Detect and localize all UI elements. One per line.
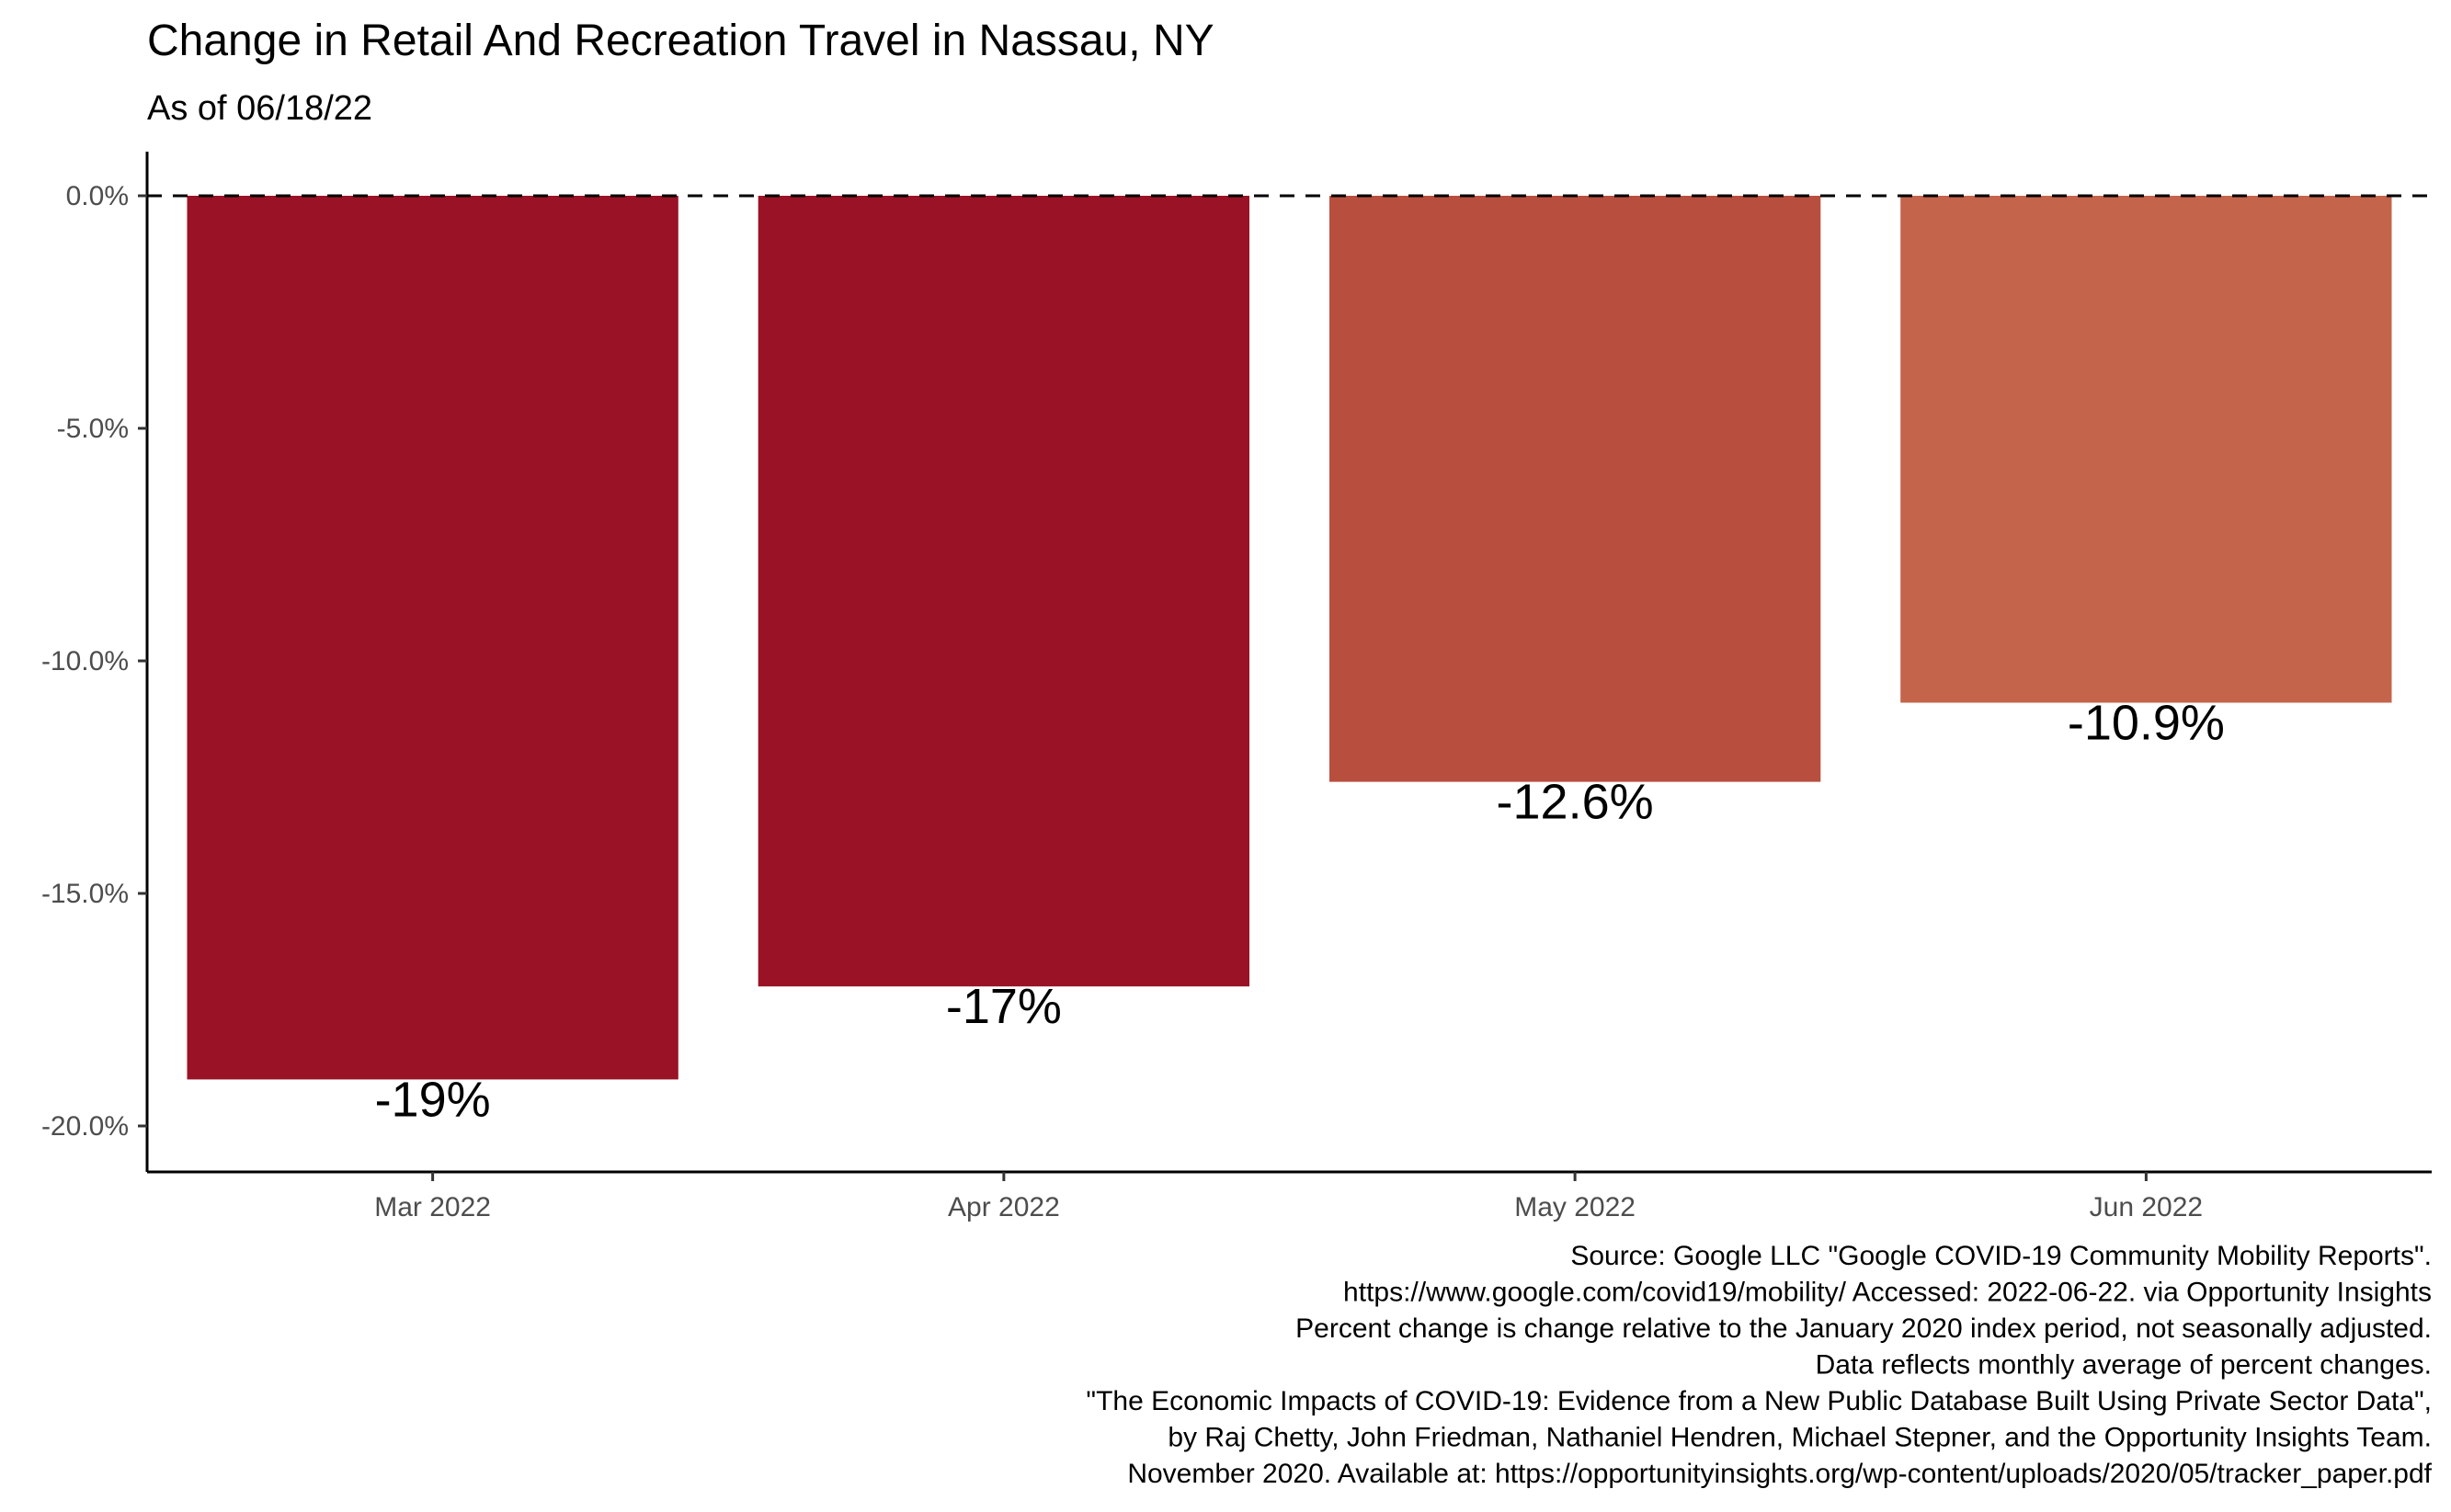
caption-line: "The Economic Impacts of COVID-19: Evide… [1086, 1386, 2432, 1416]
plot-area: -19% -17% -12.6% -10.9% 0.0% -5.0% -10.0% -15.0… [41, 152, 2432, 1222]
caption-line: Source: Google LLC "Google COVID-19 Comm… [1570, 1241, 2432, 1271]
data-label: -17% [946, 979, 1062, 1034]
x-tick-label: Mar 2022 [374, 1192, 491, 1222]
y-tick-label: -20.0% [41, 1111, 129, 1142]
caption-line: Data reflects monthly average of percent… [1816, 1350, 2432, 1381]
x-tick-label: Apr 2022 [948, 1192, 1060, 1222]
y-tick-label: -15.0% [41, 879, 129, 909]
caption-line: by Raj Chetty, John Friedman, Nathaniel … [1168, 1423, 2432, 1453]
caption-line: https://www.google.com/covid19/mobility/… [1343, 1278, 2432, 1308]
bar [1329, 196, 1821, 782]
y-tick-label: 0.0% [66, 181, 129, 211]
bar [1900, 196, 2392, 703]
chart-title: Change in Retail And Recreation Travel i… [147, 17, 1214, 65]
data-label: -19% [375, 1072, 491, 1127]
y-tick-label: -5.0% [57, 414, 129, 444]
bar [758, 196, 1249, 987]
x-tick-label: Jun 2022 [2090, 1192, 2203, 1222]
caption-line: Percent change is change relative to the… [1295, 1313, 2432, 1344]
x-tick-label: May 2022 [1514, 1192, 1636, 1222]
bar [187, 196, 678, 1080]
caption-line: November 2020. Available at: https://opp… [1127, 1459, 2432, 1489]
data-label: -10.9% [2068, 696, 2225, 751]
data-label: -12.6% [1497, 775, 1654, 830]
chart-caption: Source: Google LLC "Google COVID-19 Comm… [1086, 1241, 2432, 1489]
chart-subtitle: As of 06/18/22 [147, 89, 372, 128]
y-tick-label: -10.0% [41, 646, 129, 676]
